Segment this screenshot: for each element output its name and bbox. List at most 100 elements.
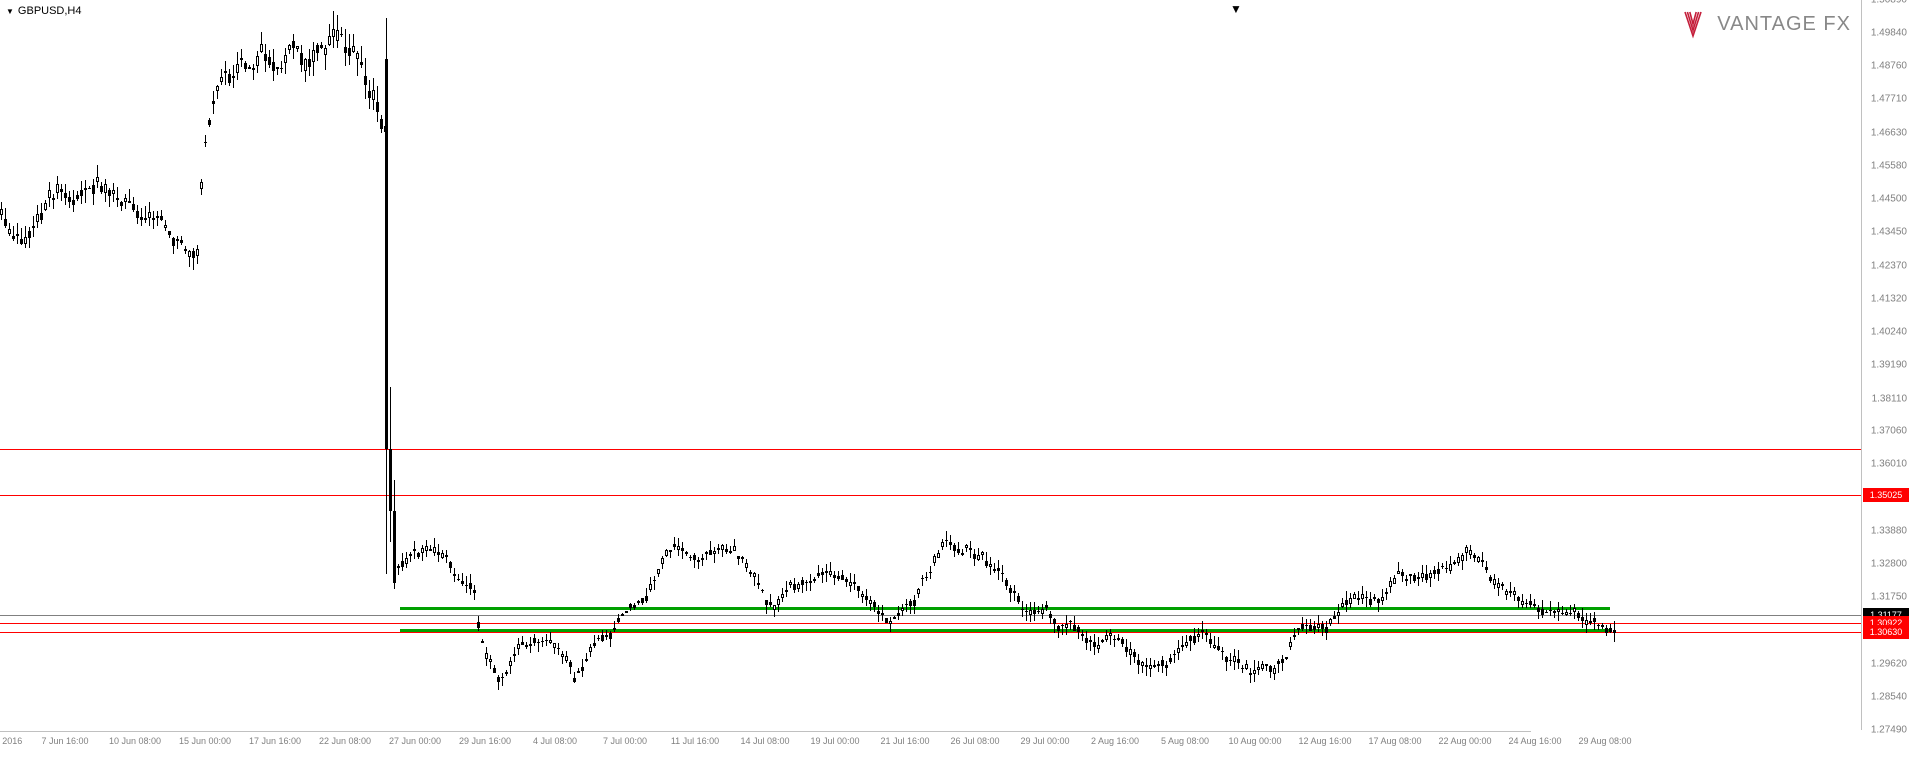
candlestick (577, 668, 580, 673)
candlestick (393, 480, 396, 589)
candlestick (1593, 612, 1596, 630)
candlestick (1317, 615, 1320, 632)
candlestick (433, 538, 436, 556)
candlestick (1577, 611, 1580, 621)
candlestick (1237, 650, 1240, 669)
candlestick (160, 210, 163, 221)
candlestick (841, 570, 844, 580)
candlestick (1309, 619, 1312, 631)
candlestick (621, 613, 624, 617)
candlestick (1493, 574, 1496, 588)
candlestick (1409, 574, 1412, 584)
candlestick (1093, 634, 1096, 655)
candlestick (1037, 606, 1040, 614)
candlestick (1081, 630, 1084, 641)
candlestick (1373, 594, 1376, 600)
candlestick (1241, 665, 1244, 673)
candlestick (601, 630, 604, 642)
candlestick (1257, 661, 1260, 675)
candlestick (773, 605, 776, 618)
candlestick (112, 183, 115, 202)
candlestick (1249, 668, 1252, 683)
candlestick (1465, 545, 1468, 561)
candlestick (1549, 601, 1552, 616)
candlestick (1285, 657, 1288, 660)
candlestick (1601, 623, 1604, 628)
candlestick (1529, 594, 1532, 608)
candlestick (264, 44, 267, 72)
y-tick-label: 1.50890 (1871, 0, 1907, 6)
candlestick (1229, 653, 1232, 666)
candlestick (1061, 624, 1064, 635)
candlestick (372, 78, 375, 111)
candlestick (1433, 566, 1436, 579)
candlestick (8, 223, 11, 236)
x-tick-label: 21 Jul 16:00 (880, 736, 929, 746)
candlestick (1613, 621, 1616, 642)
candlestick (1185, 635, 1188, 649)
candlestick (36, 205, 39, 228)
candlestick (1453, 560, 1456, 565)
candlestick (1289, 637, 1292, 650)
candlestick (821, 568, 824, 583)
candlestick (781, 588, 784, 602)
candlestick (1153, 660, 1156, 668)
candlestick (817, 565, 820, 578)
candlestick (453, 568, 456, 583)
candlestick (1553, 610, 1556, 618)
candlestick (737, 556, 740, 565)
candlestick (1173, 650, 1176, 663)
candlestick (88, 186, 91, 189)
candlestick (1101, 639, 1104, 643)
candlestick (857, 586, 860, 598)
candlestick (445, 550, 448, 563)
candlestick (457, 574, 460, 582)
candlestick (92, 179, 95, 205)
candlestick (977, 548, 980, 561)
y-tick-label: 1.27490 (1871, 725, 1907, 736)
candlestick (969, 541, 972, 559)
candlestick (929, 566, 932, 579)
x-tick-label: 11 Jul 16:00 (671, 736, 719, 746)
price-line-label: 1.35025 (1863, 488, 1909, 502)
candlestick (465, 576, 468, 593)
candlestick (1569, 605, 1572, 616)
brand-logo: VANTAGE FX (1677, 8, 1851, 40)
candlestick (1301, 617, 1304, 632)
candlestick (1233, 649, 1236, 670)
candlestick (1437, 562, 1440, 581)
candlestick (152, 211, 155, 230)
candlestick (641, 598, 644, 606)
candlestick (661, 556, 664, 568)
candlestick (429, 545, 432, 550)
candlestick (4, 208, 7, 229)
candlestick (32, 216, 35, 237)
x-tick-label: 5 Aug 08:00 (1161, 736, 1209, 746)
candlestick (1429, 570, 1432, 587)
candlestick (1221, 647, 1224, 660)
candlestick (1589, 613, 1592, 626)
y-tick-label: 1.45580 (1871, 160, 1907, 171)
candlestick (1521, 594, 1524, 608)
y-tick-label: 1.29620 (1871, 658, 1907, 669)
candlestick (441, 550, 444, 560)
candlestick (477, 616, 480, 631)
plot-area[interactable] (0, 0, 1531, 730)
candlestick (316, 43, 319, 61)
candlestick (889, 617, 892, 632)
y-tick-label: 1.31750 (1871, 592, 1907, 603)
x-tick-label: 27 Jun 00:00 (389, 736, 441, 746)
candlestick (697, 557, 700, 569)
candlestick (873, 600, 876, 612)
candlestick (1057, 625, 1060, 638)
candlestick (553, 643, 556, 654)
candlestick (244, 61, 247, 72)
candlestick (1389, 577, 1392, 593)
candlestick (421, 545, 424, 561)
candlestick (1137, 654, 1140, 675)
candlestick (48, 182, 51, 206)
x-tick-label: 29 Jun 16:00 (459, 736, 511, 746)
candlestick (1505, 589, 1508, 601)
candlestick (356, 51, 359, 76)
candlestick (481, 639, 484, 643)
